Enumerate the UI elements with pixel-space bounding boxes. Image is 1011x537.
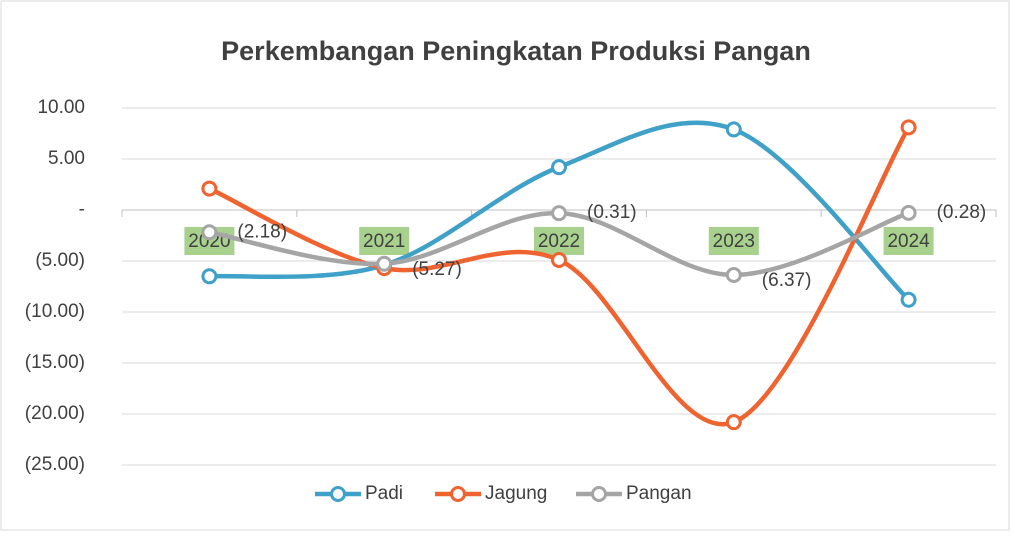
point [551, 159, 567, 176]
y-tick-label: - [79, 199, 85, 220]
point [725, 414, 742, 431]
chart-title: Perkembangan Peningkatan Produksi Pangan [221, 36, 811, 66]
data-label: (0.31) [587, 202, 637, 223]
legend-label: Padi [365, 483, 403, 504]
point [376, 255, 393, 272]
legend-marker [591, 486, 607, 502]
data-label: (2.18) [237, 221, 287, 242]
x-label-bg [708, 227, 759, 255]
y-tick-label: (5.00) [35, 250, 85, 271]
x-tick-group: 2021 [359, 227, 410, 255]
data-label: (0.28) [937, 202, 987, 223]
point [201, 180, 218, 197]
y-tick-label: (15.00) [25, 352, 85, 373]
point [725, 121, 742, 138]
x-tick-group: 2024 [883, 227, 934, 255]
series-line [208, 126, 911, 427]
point [900, 204, 917, 221]
data-label: (5.27) [412, 259, 462, 280]
x-label-bg [534, 227, 584, 255]
x-tick-label: 2023 [713, 231, 755, 252]
legend-marker [330, 486, 346, 502]
legend-label: Jagung [485, 483, 547, 504]
data-label: (6.37) [762, 270, 812, 291]
legend-marker [450, 486, 466, 502]
point [900, 119, 917, 136]
x-tick-label: 2024 [887, 231, 930, 252]
x-tick-label: 2021 [363, 231, 405, 252]
y-tick-label: (25.00) [25, 454, 85, 475]
legend-label: Pangan [626, 483, 692, 504]
x-tick-label: 2022 [538, 231, 580, 252]
x-label-bg [359, 227, 410, 255]
point [201, 268, 218, 285]
y-tick-label: (10.00) [25, 301, 85, 322]
x-label-bg [883, 227, 934, 255]
y-tick-label: 5.00 [48, 148, 85, 169]
y-tick-label: 10.00 [37, 97, 85, 118]
x-tick-group: 2022 [534, 227, 584, 255]
point [900, 291, 917, 308]
point [725, 266, 742, 283]
y-tick-label: (20.00) [25, 403, 85, 424]
x-tick-group: 2023 [708, 227, 759, 255]
point [551, 251, 567, 268]
point [551, 205, 567, 222]
point [201, 224, 218, 241]
